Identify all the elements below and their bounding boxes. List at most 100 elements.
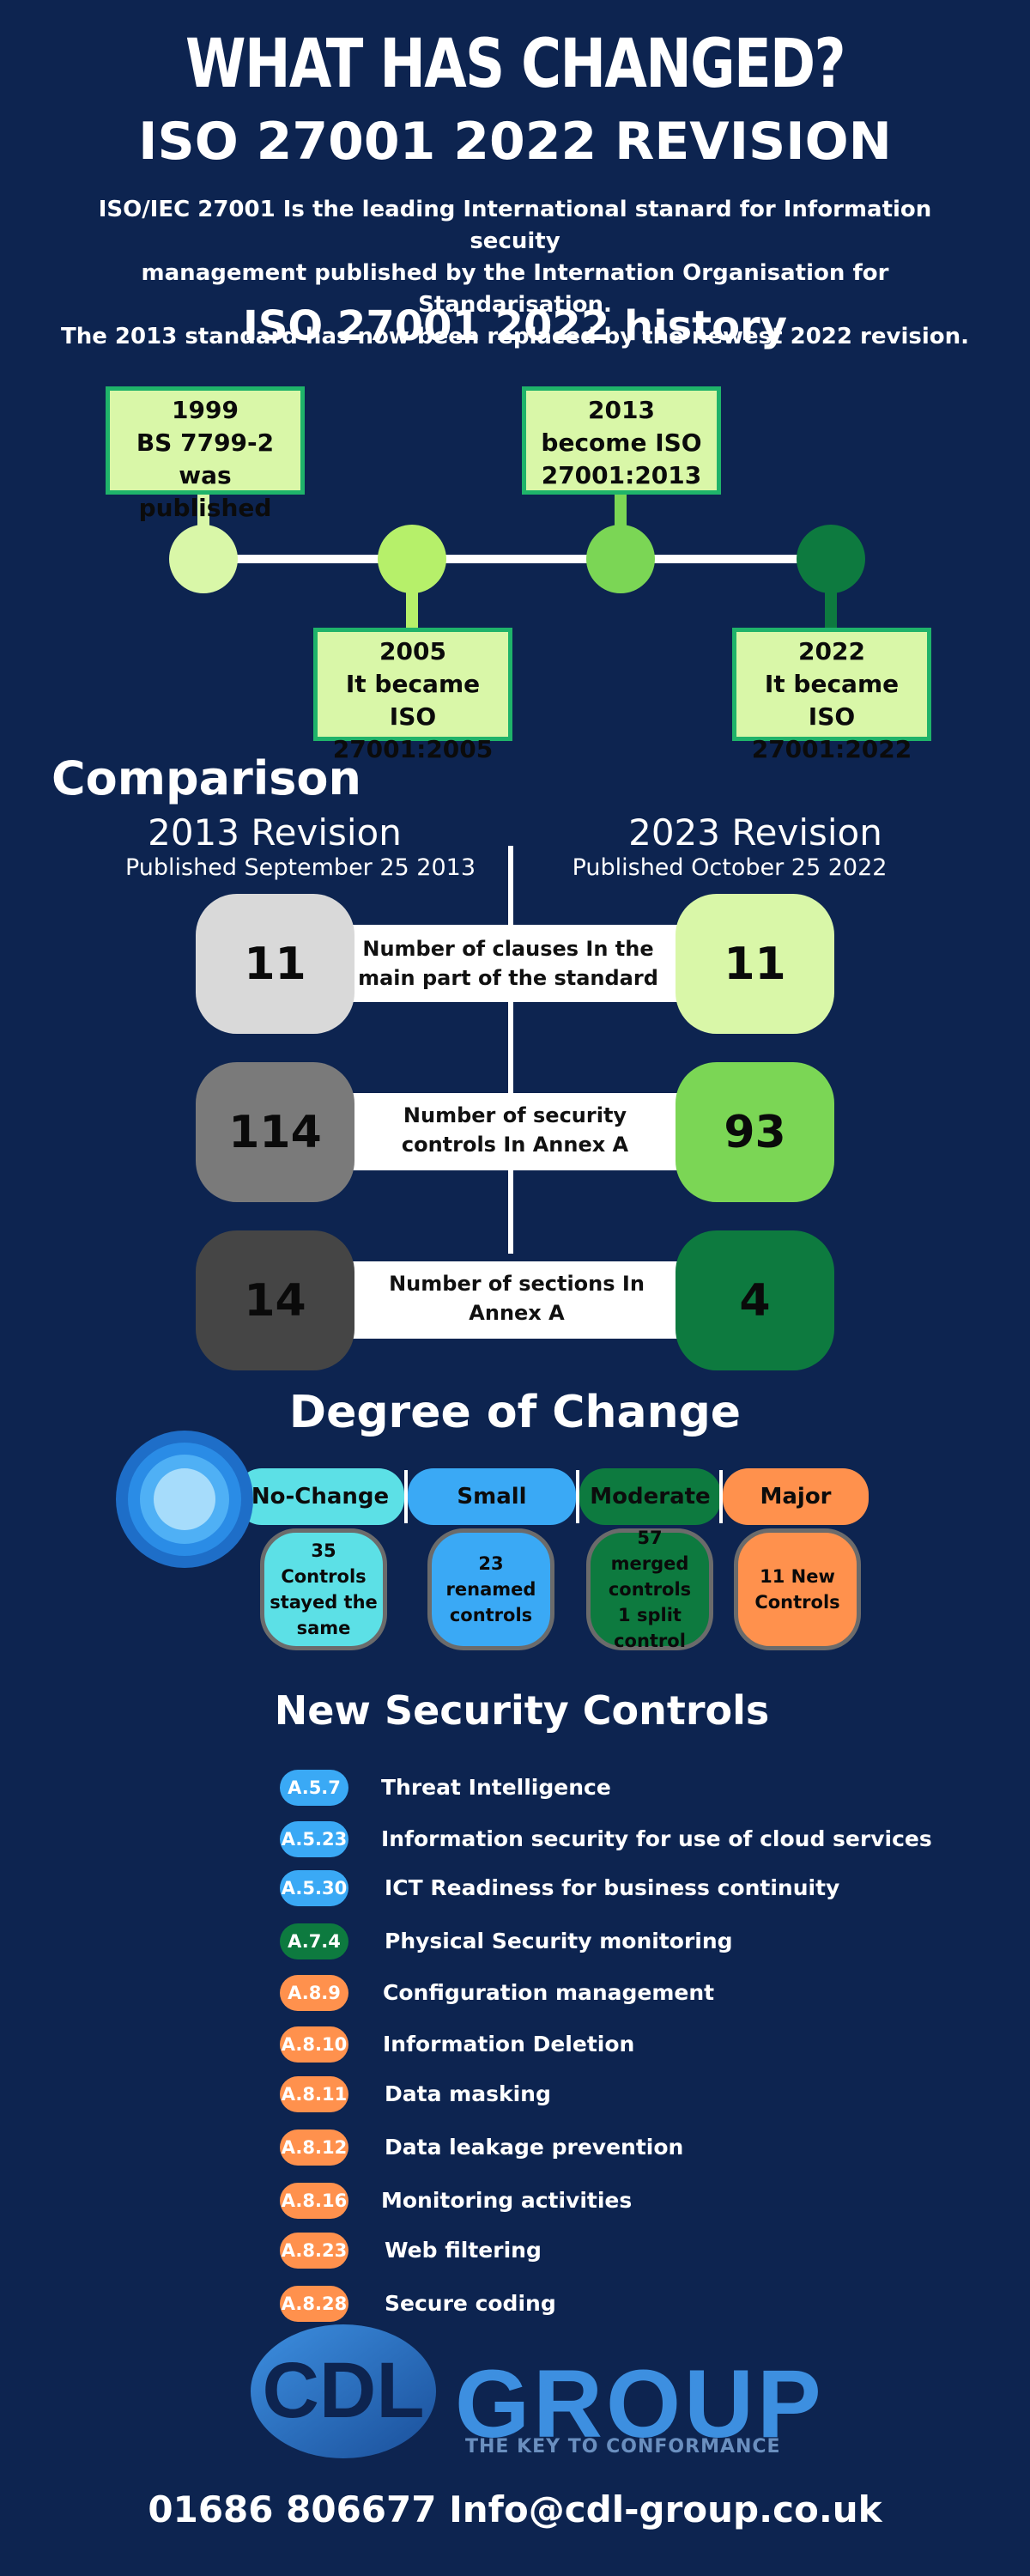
degree-separator: [719, 1470, 723, 1523]
degree-tab-moderate: Moderate: [579, 1468, 721, 1525]
comparison-label-line: main part of the standard: [358, 966, 658, 990]
logo-tagline: THE KEY TO CONFORMANCE: [465, 2436, 781, 2458]
timeline-stem: [825, 589, 837, 632]
timeline-text: ISO 27001:2005: [332, 702, 494, 763]
value-2022-clauses: 11: [676, 894, 834, 1034]
comparison-label-line: Annex A: [469, 1301, 565, 1325]
degree-card-moderate: 57 merged controls 1 split control: [586, 1528, 713, 1651]
degree-card-line: same: [296, 1618, 351, 1638]
control-name: Data leakage prevention: [385, 2135, 684, 2160]
control-code-badge: A.5.23: [280, 1821, 348, 1857]
timeline-text: 27001:2013: [541, 461, 702, 489]
timeline-stem: [406, 589, 418, 632]
control-code-badge: A.8.11: [280, 2076, 348, 2112]
degree-separator: [404, 1470, 408, 1523]
page-title: WHAT HAS CHANGED?: [185, 26, 846, 103]
comparison-label-line: Number of security: [403, 1103, 627, 1127]
timeline-event-1999: 1999 BS 7799-2 was published: [106, 386, 305, 522]
intro-paragraph: ISO/IEC 27001 Is the leading Internation…: [52, 194, 978, 353]
logo-initials: CDL: [262, 2347, 424, 2434]
degree-card-line: 35 Controls: [281, 1540, 367, 1587]
timeline-stem: [197, 491, 209, 530]
value-2013-clauses: 11: [196, 894, 354, 1034]
value-2022-sections: 4: [676, 1230, 834, 1370]
timeline-year: 2022: [798, 637, 865, 665]
timeline-event-2013: 2013 become ISO 27001:2013: [522, 386, 721, 495]
control-name: Information Deletion: [383, 2032, 635, 2057]
timeline-text: It became: [345, 670, 481, 698]
cdl-logo-icon: CDL: [251, 2324, 436, 2458]
control-code-badge: A.8.10: [280, 2026, 348, 2063]
comparison-band: [335, 1261, 695, 1339]
timeline-text: It became: [764, 670, 900, 698]
degree-card-line: Controls: [754, 1592, 840, 1613]
control-code-badge: A.8.28: [280, 2286, 348, 2322]
timeline-stem: [615, 491, 627, 530]
control-name: Web filtering: [385, 2238, 542, 2263]
history-title: ISO 27001 2022 history: [242, 302, 788, 350]
control-code-badge: A.8.16: [280, 2183, 348, 2219]
degree-separator: [576, 1470, 579, 1523]
comparison-label-line: Number of clauses In the: [362, 937, 654, 961]
timeline-year: 2013: [588, 396, 655, 424]
degree-card-line: 57 merged: [610, 1528, 689, 1574]
degree-card-line: stayed the: [270, 1592, 378, 1613]
control-code-badge: A.5.7: [280, 1770, 348, 1806]
revision-2023-title: 2023 Revision: [628, 811, 882, 854]
control-name: Threat Intelligence: [381, 1775, 611, 1800]
timeline-text: BS 7799-2 was: [136, 428, 275, 489]
degree-card-no-change: 35 Controls stayed the same: [260, 1528, 387, 1650]
comparison-label-line: Number of sections In: [389, 1272, 645, 1296]
control-name: Configuration management: [383, 1980, 715, 2005]
intro-line: management published by the Internation …: [141, 260, 889, 318]
timeline-line: [204, 555, 831, 563]
comparison-band: [335, 925, 695, 1002]
comparison-title: Comparison: [52, 751, 361, 805]
timeline-dot-2005: [378, 525, 446, 593]
degree-tab-no-change: No-Change: [236, 1468, 404, 1525]
degree-card-line: controls: [449, 1605, 533, 1625]
timeline-event-2005: 2005 It became ISO 27001:2005: [313, 628, 512, 763]
control-code-badge: A.8.9: [280, 1975, 348, 2011]
control-name: Secure coding: [385, 2291, 556, 2316]
timeline-dot-1999: [169, 525, 238, 593]
degree-card-major: 11 New Controls: [734, 1528, 861, 1650]
control-code-badge: A.8.12: [280, 2129, 348, 2166]
value-2013-controls: 114: [196, 1062, 354, 1202]
timeline-text: become ISO: [541, 428, 702, 457]
control-name: Information security for use of cloud se…: [381, 1826, 932, 1851]
timeline-year: 2005: [379, 637, 446, 665]
degree-card-line: 1 split: [618, 1605, 682, 1625]
control-code-badge: A.7.4: [280, 1923, 348, 1959]
intro-line: ISO/IEC 27001 Is the leading Internation…: [98, 197, 932, 254]
control-code-badge: A.8.23: [280, 2233, 348, 2269]
comparison-label-controls: Number of security controls In Annex A: [352, 1101, 678, 1159]
comparison-label-sections: Number of sections In Annex A: [354, 1269, 680, 1327]
contact-info[interactable]: 01686 806677 Info@cdl-group.co.uk: [148, 2488, 882, 2530]
degree-card-line: control: [614, 1631, 686, 1651]
timeline-text: ISO 27001:2022: [751, 702, 912, 763]
new-controls-title: New Security Controls: [274, 1687, 770, 1734]
control-name: ICT Readiness for business continuity: [385, 1875, 840, 1900]
timeline-event-2022: 2022 It became ISO 27001:2022: [732, 628, 931, 763]
timeline-year: 1999: [172, 396, 239, 424]
control-name: Monitoring activities: [381, 2188, 633, 2213]
timeline-text: published: [138, 494, 272, 522]
page-subtitle: ISO 27001 2022 REVISION: [138, 112, 892, 172]
degree-tab-major: Major: [723, 1468, 869, 1525]
degree-card-line: 11 New: [760, 1566, 835, 1587]
degree-tab-small: Small: [408, 1468, 576, 1525]
comparison-divider: [508, 846, 513, 1254]
control-name: Data masking: [385, 2081, 551, 2106]
value-2022-controls: 93: [676, 1062, 834, 1202]
degree-card-line: 23 renamed: [445, 1553, 536, 1600]
logo-wordmark: GROUP: [455, 2350, 825, 2458]
revision-2013-published: Published September 25 2013: [124, 854, 476, 881]
control-code-badge: A.5.30: [280, 1870, 348, 1906]
control-name: Physical Security monitoring: [385, 1929, 733, 1953]
revision-2013-title: 2013 Revision: [148, 811, 402, 854]
timeline-dot-2022: [797, 525, 865, 593]
comparison-label-clauses: Number of clauses In the main part of th…: [345, 934, 671, 993]
degree-title: Degree of Change: [288, 1387, 742, 1438]
target-circle-icon: [116, 1431, 253, 1568]
